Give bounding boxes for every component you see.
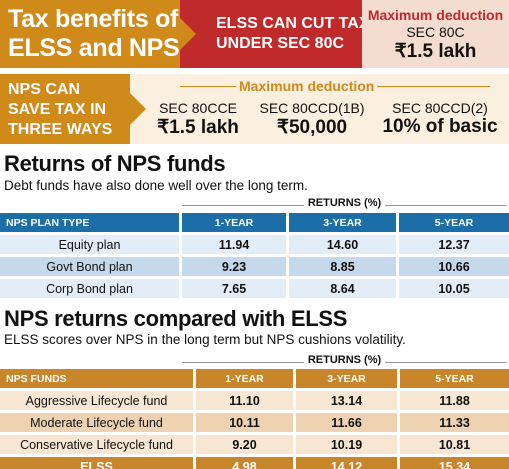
cell-value: 10.11 bbox=[196, 413, 296, 435]
main-title-line2: ELSS and NPS bbox=[8, 34, 180, 62]
row-label: Corp Bond plan bbox=[0, 279, 182, 301]
cell-value: 14.12 bbox=[296, 457, 400, 469]
row-label: Equity plan bbox=[0, 235, 182, 257]
cell-value: 12.37 bbox=[399, 235, 509, 257]
elss-line1: ELSS CAN CUT TAX bbox=[216, 15, 370, 32]
cell-value: 10.66 bbox=[399, 257, 509, 279]
returns-label-text: RETURNS (%) bbox=[303, 197, 386, 209]
row-label: Conservative Lifecycle fund bbox=[0, 435, 196, 457]
elss-compare-subheading: ELSS scores over NPS in the long term bu… bbox=[4, 332, 406, 347]
nps-save-label: NPS CAN SAVE TAX IN THREE WAYS bbox=[0, 74, 130, 144]
cell-value: 11.10 bbox=[196, 391, 296, 413]
table-row: ELSS 4.98 14.12 15.34 bbox=[0, 457, 509, 469]
cell-value: 11.88 bbox=[400, 391, 509, 413]
nps-returns-table: NPS PLAN TYPE 1-YEAR 3-YEAR 5-YEAR Equit… bbox=[0, 213, 509, 301]
elss-max-deduction: Maximum deduction SEC 80C ₹1.5 lakh bbox=[362, 0, 509, 68]
table-row: Govt Bond plan 9.23 8.85 10.66 bbox=[0, 257, 509, 279]
cell-value: 10.05 bbox=[399, 279, 509, 301]
cell-value: 9.23 bbox=[182, 257, 289, 279]
nps-value: 10% of basic bbox=[382, 116, 498, 137]
nps-label-line3: THREE WAYS bbox=[8, 121, 113, 138]
row-label: Govt Bond plan bbox=[0, 257, 182, 279]
nps-returns-heading: Returns of NPS funds bbox=[4, 151, 226, 176]
table-row: Moderate Lifecycle fund 10.11 11.66 11.3… bbox=[0, 413, 509, 435]
returns-label: RETURNS (%) bbox=[182, 197, 507, 209]
column-header: 5-YEAR bbox=[399, 213, 509, 235]
cell-value: 7.65 bbox=[182, 279, 289, 301]
column-header: NPS FUNDS bbox=[0, 369, 196, 391]
elss-banner-text: ELSS CAN CUT TAX UNDER SEC 80C bbox=[216, 14, 369, 54]
row-label: ELSS bbox=[0, 457, 196, 469]
nps-label-line2: SAVE TAX IN bbox=[8, 101, 107, 118]
nps-max-heading: Maximum deduction bbox=[236, 78, 378, 94]
cell-value: 8.85 bbox=[289, 257, 399, 279]
main-title: Tax benefits of ELSS and NPS bbox=[0, 0, 200, 68]
table-header-row: NPS PLAN TYPE 1-YEAR 3-YEAR 5-YEAR bbox=[0, 213, 509, 235]
cell-value: 11.33 bbox=[400, 413, 509, 435]
nps-section: SEC 80CCE bbox=[159, 100, 237, 116]
elss-max-heading: Maximum deduction bbox=[367, 7, 504, 23]
nps-value: ₹50,000 bbox=[276, 117, 348, 138]
returns-label-text: RETURNS (%) bbox=[303, 354, 386, 366]
cell-value: 11.94 bbox=[182, 235, 289, 257]
cell-value: 14.60 bbox=[289, 235, 399, 257]
nps-value: ₹1.5 lakh bbox=[157, 117, 239, 138]
table-row: Aggressive Lifecycle fund 11.10 13.14 11… bbox=[0, 391, 509, 413]
table-row: Corp Bond plan 7.65 8.64 10.05 bbox=[0, 279, 509, 301]
cell-value: 9.20 bbox=[196, 435, 296, 457]
nps-deduction-item: SEC 80CCE ₹1.5 lakh bbox=[148, 100, 248, 139]
returns-label: RETURNS (%) bbox=[182, 354, 507, 366]
nps-deduction-item: SEC 80CCD(2) 10% of basic bbox=[378, 100, 502, 138]
elss-compare-table: NPS FUNDS 1-YEAR 3-YEAR 5-YEAR Aggressiv… bbox=[0, 369, 509, 469]
elss-line2: UNDER SEC 80C bbox=[216, 35, 345, 52]
cell-value: 10.19 bbox=[296, 435, 400, 457]
table-row: Conservative Lifecycle fund 9.20 10.19 1… bbox=[0, 435, 509, 457]
elss-max-section: SEC 80C bbox=[406, 24, 465, 40]
table-header-row: NPS FUNDS 1-YEAR 3-YEAR 5-YEAR bbox=[0, 369, 509, 391]
nps-arrow-shape bbox=[130, 93, 146, 125]
column-header: 1-YEAR bbox=[196, 369, 296, 391]
nps-label-line1: NPS CAN bbox=[8, 81, 81, 98]
main-title-line1: Tax benefits of bbox=[8, 5, 179, 33]
column-header: 5-YEAR bbox=[400, 369, 509, 391]
cell-value: 13.14 bbox=[296, 391, 400, 413]
cell-value: 4.98 bbox=[196, 457, 296, 469]
elss-banner: ELSS CAN CUT TAX UNDER SEC 80C bbox=[180, 0, 370, 68]
arrow-shape bbox=[180, 18, 196, 50]
elss-max-value: ₹1.5 lakh bbox=[394, 41, 477, 62]
cell-value: 10.81 bbox=[400, 435, 509, 457]
nps-deduction-item: SEC 80CCD(1B) ₹50,000 bbox=[252, 100, 372, 139]
nps-section: SEC 80CCD(1B) bbox=[259, 100, 365, 116]
column-header: 1-YEAR bbox=[182, 213, 289, 235]
cell-value: 15.34 bbox=[400, 457, 509, 469]
row-label: Aggressive Lifecycle fund bbox=[0, 391, 196, 413]
row-label: Moderate Lifecycle fund bbox=[0, 413, 196, 435]
column-header: 3-YEAR bbox=[289, 213, 399, 235]
column-header: 3-YEAR bbox=[296, 369, 400, 391]
column-header: NPS PLAN TYPE bbox=[0, 213, 182, 235]
nps-section: SEC 80CCD(2) bbox=[392, 100, 488, 116]
table-row: Equity plan 11.94 14.60 12.37 bbox=[0, 235, 509, 257]
nps-returns-subheading: Debt funds have also done well over the … bbox=[4, 178, 308, 193]
cell-value: 8.64 bbox=[289, 279, 399, 301]
cell-value: 11.66 bbox=[296, 413, 400, 435]
elss-compare-heading: NPS returns compared with ELSS bbox=[4, 306, 348, 331]
